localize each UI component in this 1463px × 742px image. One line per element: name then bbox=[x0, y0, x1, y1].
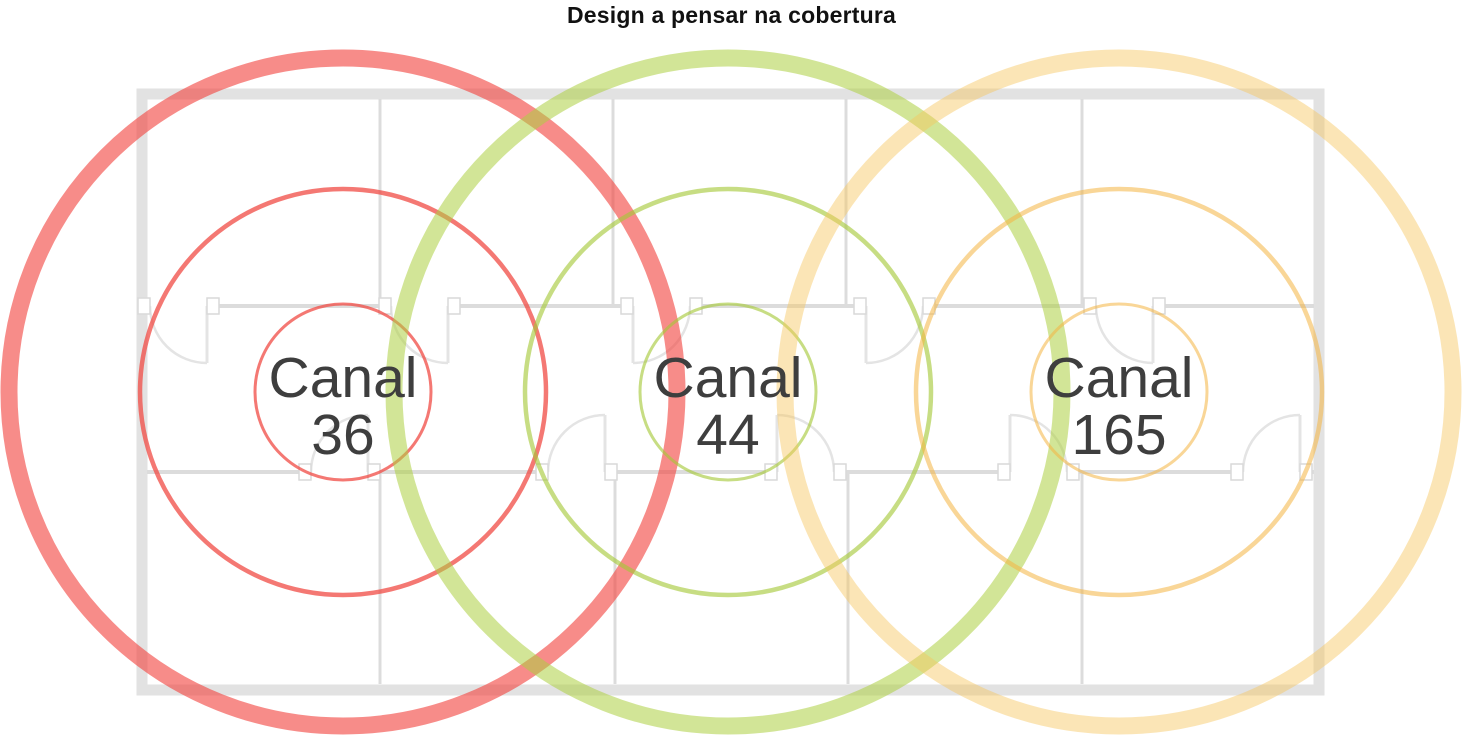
door-frame bbox=[604, 463, 618, 481]
door-bot-3 bbox=[764, 413, 847, 481]
door-swing-arc bbox=[546, 413, 606, 473]
door-swing-arc bbox=[148, 305, 208, 365]
coverage-rings-canal-36 bbox=[0, 49, 686, 735]
ring-medium-canal-36 bbox=[137, 186, 549, 598]
door-top-1 bbox=[137, 297, 220, 365]
channel-165-number: 165 bbox=[1071, 403, 1167, 467]
ring-medium-canal-165 bbox=[913, 186, 1325, 598]
channel-36-label: Canal 36 bbox=[183, 350, 503, 464]
coverage-rings-canal-165 bbox=[776, 49, 1462, 735]
ring-small-canal-165 bbox=[1029, 302, 1209, 482]
door-top-2 bbox=[378, 297, 461, 365]
door-swing-arc bbox=[309, 413, 369, 473]
door-frame bbox=[447, 297, 461, 315]
coverage-rings bbox=[0, 49, 1462, 735]
ring-small-canal-36 bbox=[253, 302, 433, 482]
ring-large-canal-165 bbox=[776, 49, 1462, 735]
channel-36-word: Canal bbox=[268, 346, 418, 410]
channel-165-label: Canal 165 bbox=[959, 350, 1279, 464]
door-swing-arc bbox=[1241, 413, 1301, 473]
outer-wall bbox=[136, 88, 1325, 696]
ring-large-canal-36 bbox=[0, 49, 686, 735]
door-frame bbox=[620, 297, 634, 315]
diagram-title: Design a pensar na cobertura bbox=[567, 2, 896, 28]
channel-44-number: 44 bbox=[696, 403, 760, 467]
channel-44-word: Canal bbox=[653, 346, 803, 410]
ring-medium-canal-44 bbox=[522, 186, 934, 598]
coverage-rings-canal-44 bbox=[385, 49, 1071, 735]
door-frame bbox=[833, 463, 847, 481]
channel-36-number: 36 bbox=[311, 403, 375, 467]
door-top-5 bbox=[1083, 297, 1166, 365]
door-frame bbox=[853, 297, 867, 315]
ring-small-canal-44 bbox=[638, 302, 818, 482]
door-frame bbox=[997, 463, 1011, 481]
ring-large-canal-44 bbox=[385, 49, 1071, 735]
door-swing-arc bbox=[776, 413, 836, 473]
door-frame bbox=[206, 297, 220, 315]
channel-165-word: Canal bbox=[1044, 346, 1194, 410]
door-frame bbox=[1230, 463, 1244, 481]
door-swing-arc bbox=[865, 305, 925, 365]
door-frame bbox=[137, 297, 151, 315]
door-swing-arc bbox=[389, 305, 449, 365]
channel-44-label: Canal 44 bbox=[568, 350, 888, 464]
door-swing-arc bbox=[1094, 305, 1154, 365]
